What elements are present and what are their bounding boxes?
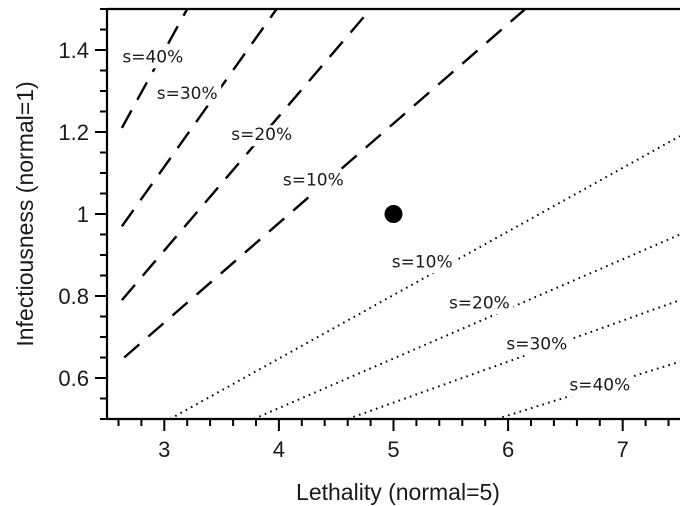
y-tick-label: 1 [77,202,89,227]
marker-layer [384,205,403,223]
curve-label-bg [388,252,457,274]
curve-label-bg [502,334,571,356]
curve-label-bg [153,84,222,106]
curve-label: s=10% [283,170,344,190]
curve-label-bg [118,47,187,69]
y-tick-label: 1.2 [58,120,89,145]
curve-label: s=20% [449,293,510,313]
curve-label-bg [279,170,348,192]
baseline-point [384,205,403,223]
dashed-curve-30 [120,9,278,227]
x-tick-label: 3 [158,437,170,462]
dashed-curve-40 [120,9,189,129]
tick-labels: 3 4 5 6 7 0.6 0.8 1 1.2 1.4 [58,38,628,462]
curve-label: s=30% [506,334,567,354]
axes [95,7,680,431]
x-axis-title: Lethality (normal=5) [296,479,500,505]
curve-labels: s=40% s=30% s=20% s=10% s=10% s=20% s=30% s=40% [118,47,634,397]
dotted-curve-10 [169,135,680,419]
curve-label: s=40% [122,47,183,67]
y-tick-label: 0.6 [58,366,89,391]
curve-label: s=10% [392,252,453,272]
curve-label-bg [565,375,634,397]
y-tick-label: 1.4 [58,38,89,63]
y-tick-label: 0.8 [58,284,89,309]
curve-label: s=40% [569,375,630,395]
y-axis-title: Infectiousness (normal=1) [12,81,38,346]
dotted-curve-30 [347,299,680,419]
x-tick-label: 4 [273,437,285,462]
x-tick-label: 5 [387,437,399,462]
curve-label: s=30% [157,84,218,104]
x-tick-label: 6 [502,437,514,462]
curve-label-bg [445,293,514,315]
x-tick-label: 7 [617,437,629,462]
curve-label-bg [227,125,296,147]
curve-label: s=20% [231,125,292,145]
